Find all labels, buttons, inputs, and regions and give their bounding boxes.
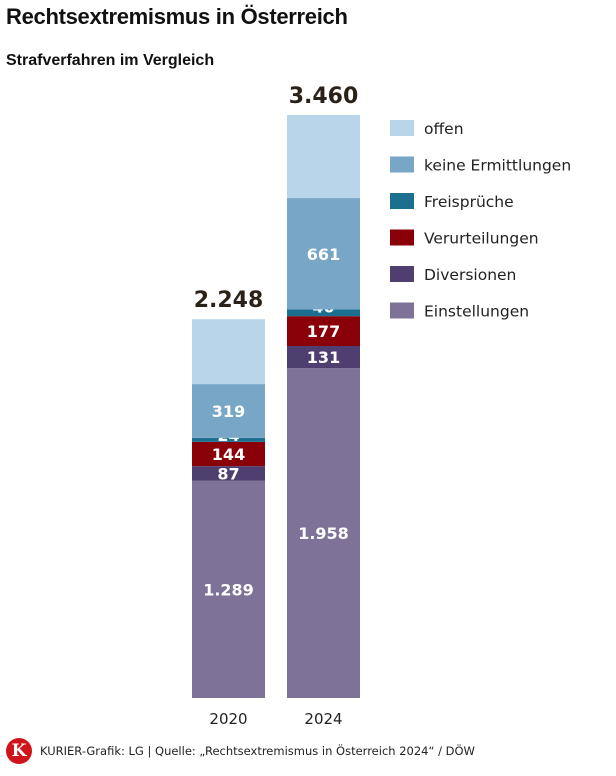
bar-segment-diversionen-2020 bbox=[192, 466, 265, 481]
data-label: 87 bbox=[217, 464, 239, 483]
legend-label: offen bbox=[424, 120, 464, 138]
bar-segment-keine-ermittlungen-2020 bbox=[192, 384, 265, 438]
chart-title: Rechtsextremismus in Österreich bbox=[6, 4, 348, 29]
legend-swatch bbox=[390, 229, 414, 246]
legend-label: Einstellungen bbox=[424, 303, 529, 321]
chart-subtitle: Strafverfahren im Vergleich bbox=[6, 52, 215, 69]
kurier-logo: K bbox=[6, 738, 32, 764]
source-text: KURIER-Grafik: LG | Quelle: „Rechtsextre… bbox=[40, 744, 475, 758]
footer: K KURIER-Grafik: LG | Quelle: „Rechtsext… bbox=[6, 738, 475, 764]
legend-label: Diversionen bbox=[424, 266, 516, 284]
bar-segment-keine-ermittlungen-2024 bbox=[287, 198, 360, 310]
data-label: 1.958 bbox=[298, 524, 349, 543]
x-tick-label: 2024 bbox=[304, 710, 342, 728]
data-label: 661 bbox=[307, 245, 340, 264]
bar-segment-einstellungen-2020 bbox=[192, 480, 265, 698]
bar-segment-einstellungen-2024 bbox=[287, 368, 360, 698]
total-label: 2.248 bbox=[194, 288, 264, 313]
bar-segment-verurteilungen-2020 bbox=[192, 441, 265, 467]
data-label: 177 bbox=[307, 322, 340, 341]
data-label: 319 bbox=[212, 402, 245, 421]
bar-segment-freisprüche-2024 bbox=[287, 309, 360, 317]
legend-swatch bbox=[390, 302, 414, 319]
bar-segment-verurteilungen-2024 bbox=[287, 316, 360, 347]
bar-segment-offen-2024 bbox=[287, 115, 360, 199]
legend-swatch bbox=[390, 120, 414, 136]
legend-swatch bbox=[390, 266, 414, 282]
total-label: 3.460 bbox=[289, 84, 359, 109]
legend-label: Freisprüche bbox=[424, 193, 514, 211]
stacked-bar-chart: 1.28987144243192.24820201.95813117740661… bbox=[192, 84, 571, 728]
legend-swatch bbox=[390, 156, 414, 173]
x-tick-label: 2020 bbox=[209, 710, 247, 728]
bar-segment-freisprüche-2020 bbox=[192, 437, 265, 442]
bar-segment-diversionen-2024 bbox=[287, 346, 360, 369]
bar-segment-offen-2020 bbox=[192, 319, 265, 385]
legend-label: keine Ermittlungen bbox=[424, 157, 571, 175]
data-label: 131 bbox=[307, 348, 340, 367]
data-label: 1.289 bbox=[203, 580, 254, 599]
data-label: 144 bbox=[212, 445, 245, 464]
legend-swatch bbox=[390, 193, 414, 209]
legend-label: Verurteilungen bbox=[424, 230, 539, 248]
